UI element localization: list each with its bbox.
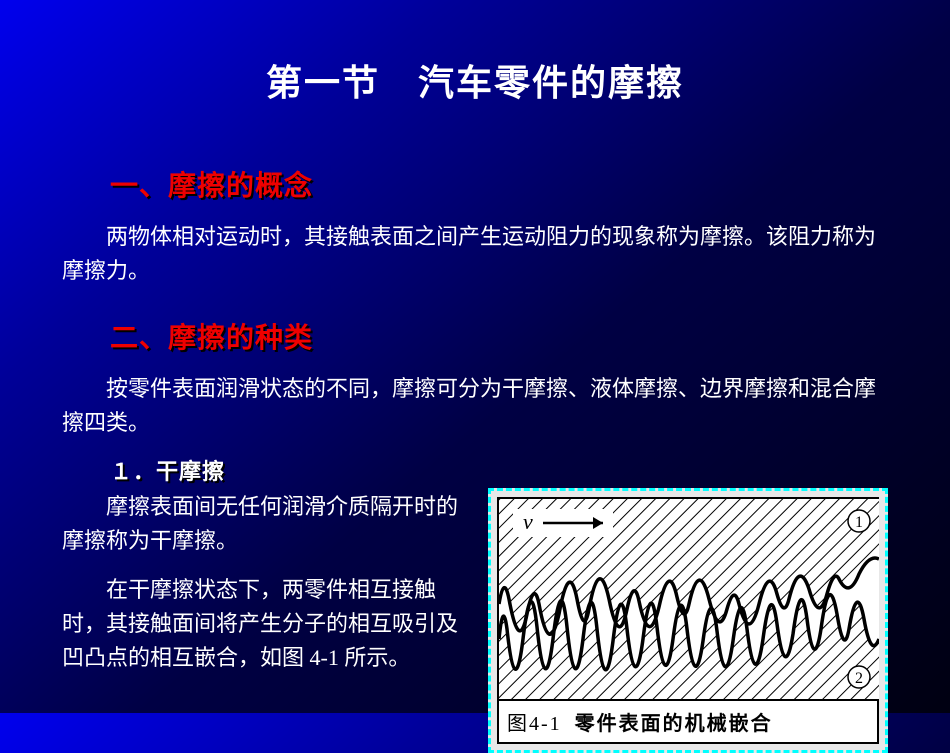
figure-4-1: v 1 2 图4-1 零件表面的机械嵌合 <box>488 488 888 753</box>
section1-heading: 一、摩擦的概念 <box>110 164 888 204</box>
sub1-text-column: 摩擦表面间无任何润滑介质隔开时的摩擦称为干摩擦。 在干摩擦状态下，两零件相互接触… <box>62 490 470 688</box>
sub1-p2: 在干摩擦状态下，两零件相互接触时，其接触面间将产生分子的相互吸引及凹凸点的相互嵌… <box>62 573 470 675</box>
mark-1: 1 <box>855 514 863 531</box>
figure-caption-text: 零件表面的机械嵌合 <box>575 713 773 735</box>
content-area: 一、摩擦的概念 两物体相对运动时，其接触表面之间产生运动阻力的现象称为摩擦。该阻… <box>0 164 950 753</box>
mark-2: 2 <box>855 670 863 687</box>
row-subcontent: 摩擦表面间无任何润滑介质隔开时的摩擦称为干摩擦。 在干摩擦状态下，两零件相互接触… <box>62 490 888 753</box>
figure-caption-num: 图4-1 <box>507 713 562 735</box>
figure-caption: 图4-1 零件表面的机械嵌合 <box>499 699 877 742</box>
sub1-p1: 摩擦表面间无任何润滑介质隔开时的摩擦称为干摩擦。 <box>62 490 470 558</box>
section2-para: 按零件表面润滑状态的不同，摩擦可分为干摩擦、液体摩擦、边界摩擦和混合摩擦四类。 <box>62 372 888 440</box>
sub1-title: １．干摩擦 <box>110 454 888 486</box>
section1-para: 两物体相对运动时，其接触表面之间产生运动阻力的现象称为摩擦。该阻力称为摩擦力。 <box>62 220 888 288</box>
figure-drawing: v 1 2 图4-1 零件表面的机械嵌合 <box>497 497 879 744</box>
section2-heading: 二、摩擦的种类 <box>110 316 888 356</box>
slide-title: 第一节 汽车零件的摩擦 <box>0 0 950 106</box>
v-label: v <box>523 509 533 534</box>
